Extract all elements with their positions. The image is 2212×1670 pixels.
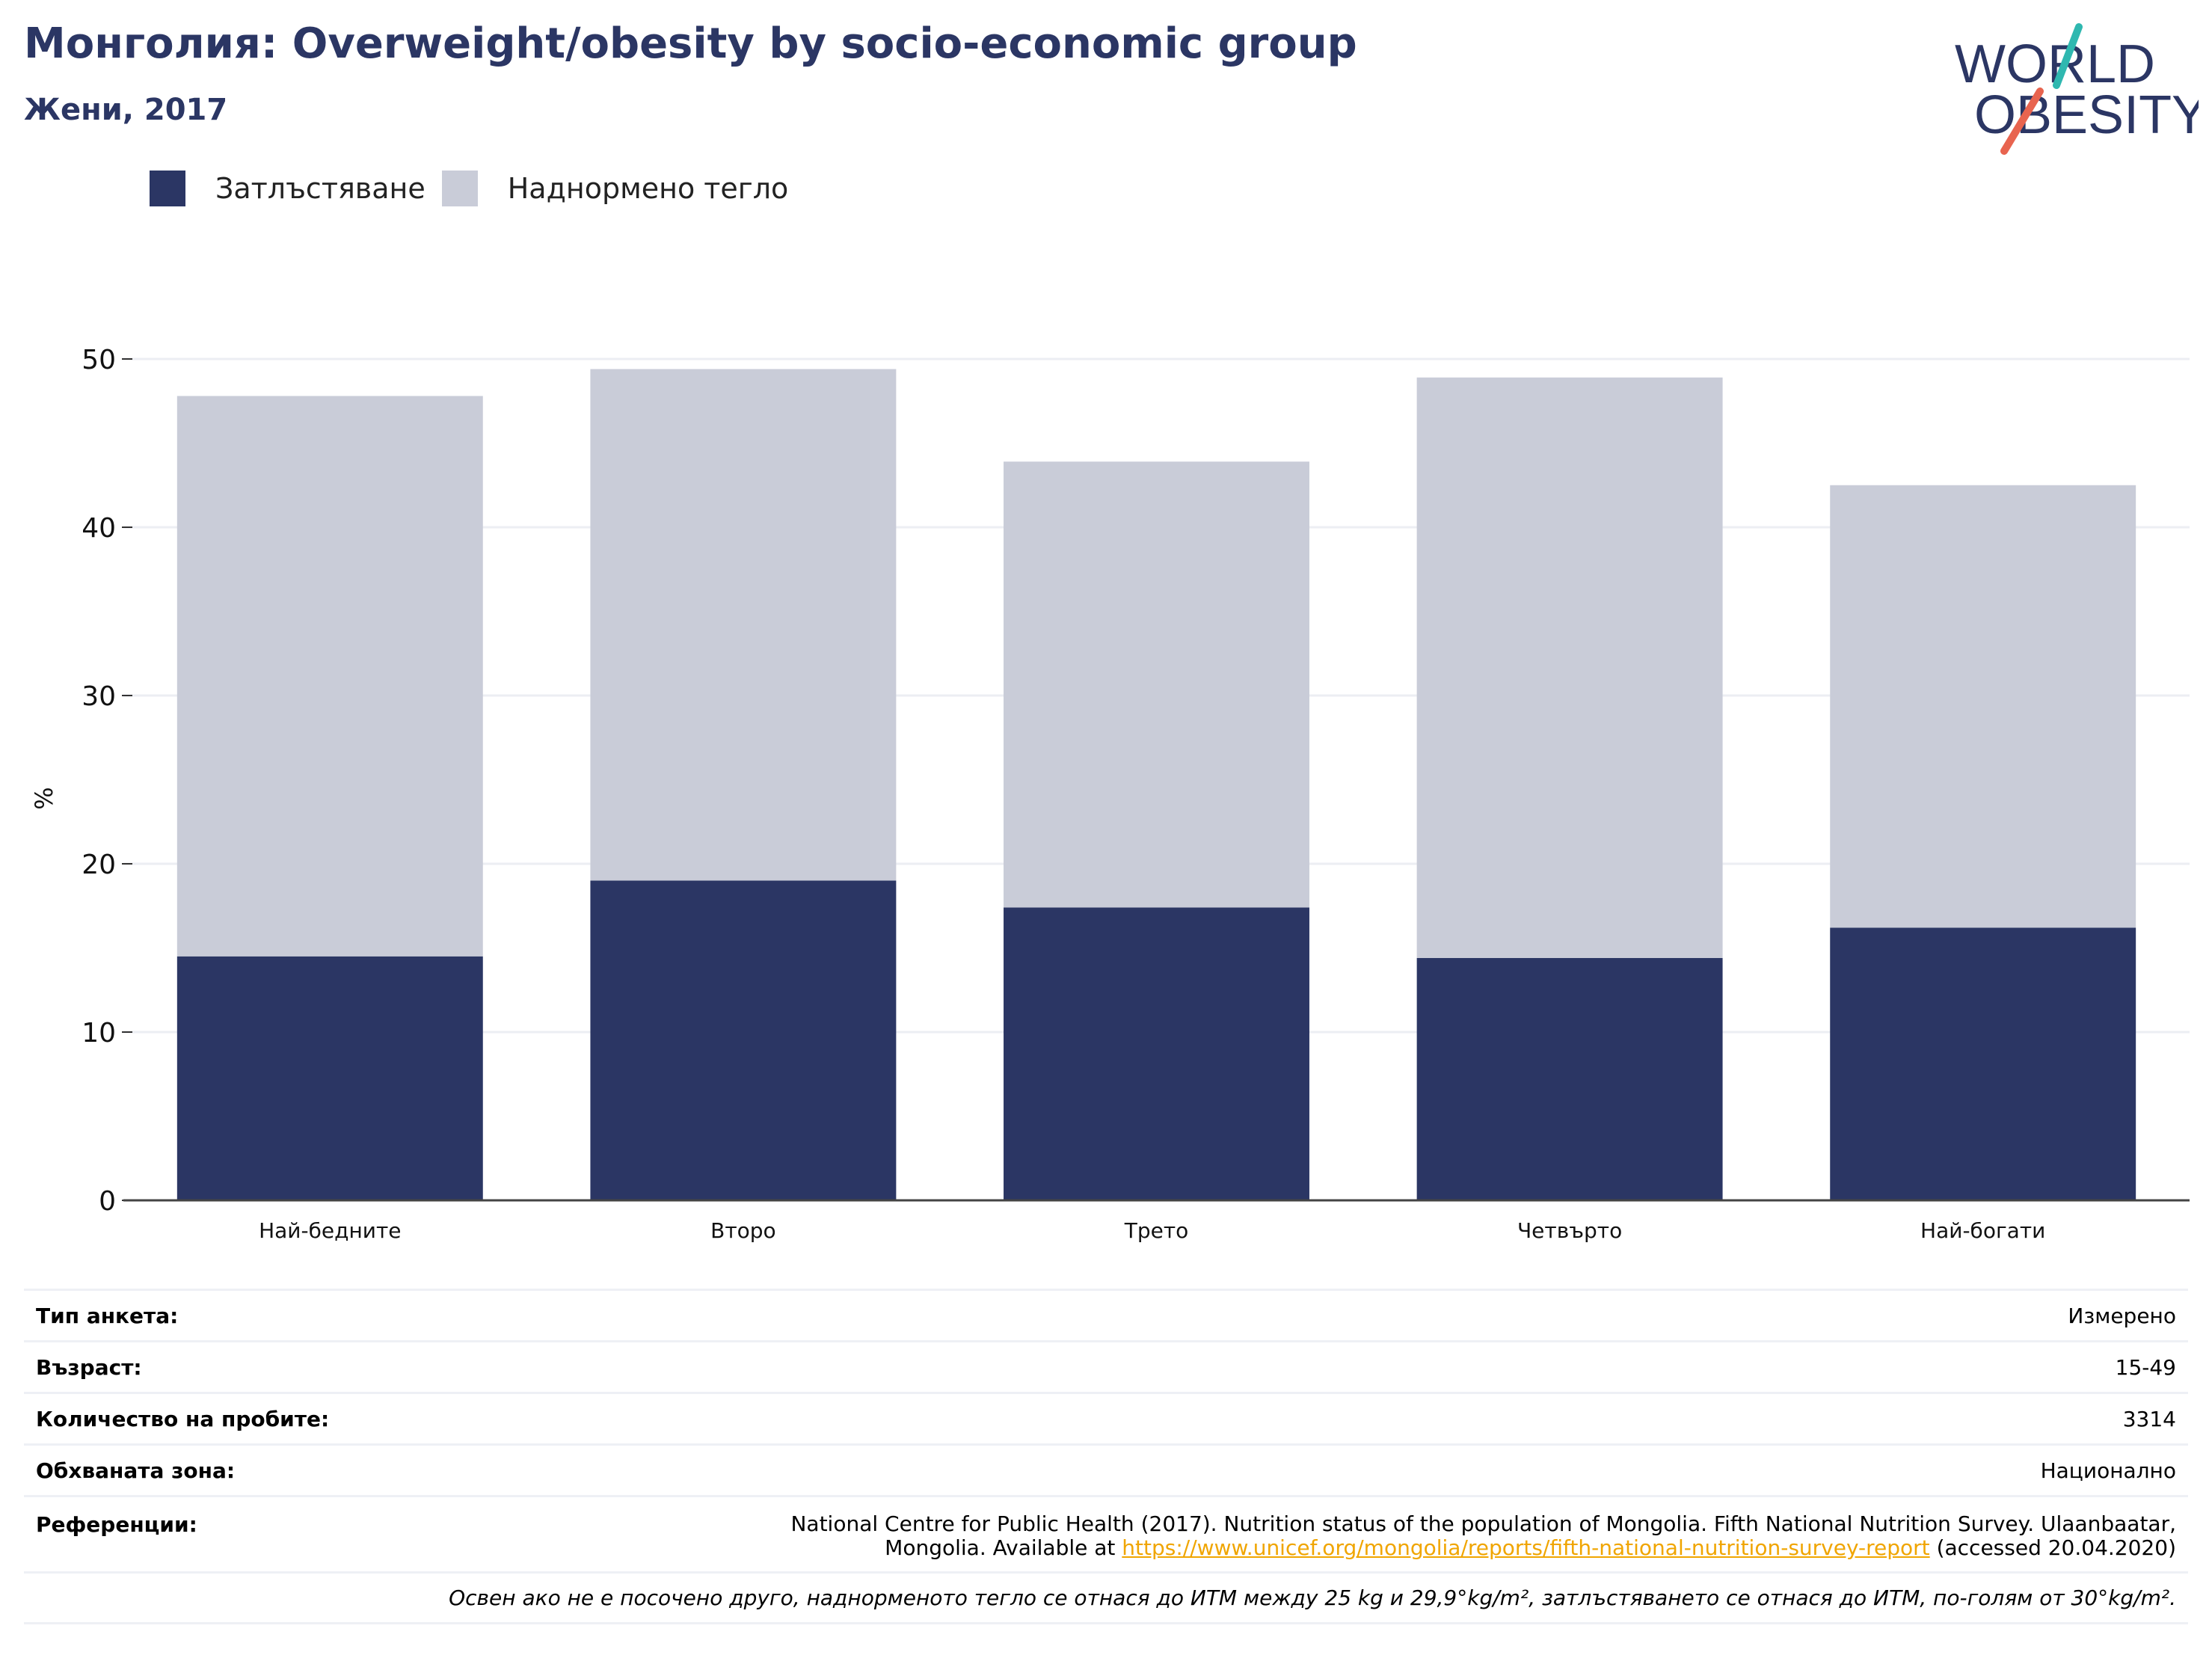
- bar-overweight: [1830, 485, 2136, 928]
- x-tick-label: Трето: [1124, 1218, 1189, 1243]
- references-value: National Centre for Public Health (2017)…: [790, 1512, 2176, 1560]
- legend-label-obesity: Затлъстяване: [215, 172, 425, 205]
- legend-label-overweight: Наднормено тегло: [507, 172, 789, 205]
- info-row-area: Обхваната зона: Национално: [24, 1443, 2188, 1495]
- bar-overweight: [590, 369, 897, 881]
- chart-subtitle: Жени, 2017: [24, 93, 228, 127]
- area-label: Обхваната зона:: [36, 1458, 236, 1483]
- bar-obesity: [1830, 927, 2136, 1200]
- info-row-sample: Количество на пробите: 3314: [24, 1392, 2188, 1443]
- y-tick-label: 40: [82, 513, 116, 544]
- y-tick-label: 10: [82, 1018, 116, 1049]
- bar-overweight: [1004, 461, 1309, 908]
- bar-overweight: [1416, 377, 1723, 958]
- info-row-survey-type: Тип анкета: Измерено: [24, 1289, 2188, 1340]
- world-obesity-logo: WORLD OBESITY: [1955, 23, 2199, 155]
- info-row-age: Възраст: 15-49: [24, 1340, 2188, 1392]
- reference-line-1: National Centre for Public Health (2017)…: [790, 1511, 2176, 1536]
- definition-note: Освен ако не е посочено друго, наднормен…: [449, 1585, 2176, 1610]
- chart-title: Монголия: Overweight/obesity by socio-ec…: [24, 19, 1357, 68]
- y-tick-label: 20: [82, 850, 116, 880]
- x-tick-label: Второ: [710, 1218, 776, 1243]
- reference-line-2: Mongolia. Available at https://www.unice…: [790, 1536, 2176, 1560]
- sample-label: Количество на пробите:: [36, 1406, 330, 1431]
- logo-text-obesity: OBESITY: [1974, 85, 2199, 145]
- survey-type-label: Тип анкета:: [36, 1303, 179, 1328]
- reference-line-2-post: (accessed 20.04.2020): [1929, 1535, 2176, 1560]
- bar-chart: 0 10 20 30 40 50% Най-бедните Второ Трето Четвърт…: [30, 345, 2190, 1243]
- info-row-references: Референции: National Centre for Public H…: [24, 1495, 2188, 1571]
- bar-obesity: [1004, 907, 1309, 1200]
- x-tick-label: Четвърто: [1517, 1218, 1622, 1243]
- survey-type-value: Измерено: [2068, 1303, 2176, 1328]
- legend-item-overweight[interactable]: Наднормено тегло: [441, 171, 789, 206]
- legend: Затлъстяване Наднормено тегло: [150, 171, 805, 206]
- logo-slash-teal: [2053, 23, 2083, 89]
- sample-value: 3314: [2122, 1406, 2176, 1431]
- reference-link[interactable]: https://www.unicef.org/mongolia/reports/…: [1122, 1535, 1930, 1560]
- bar-obesity: [176, 956, 483, 1200]
- y-tick-label: 50: [82, 345, 116, 375]
- bar-overweight: [176, 396, 483, 957]
- area-value: Национално: [2040, 1458, 2176, 1483]
- info-table: Тип анкета: Измерено Възраст: 15-49 Коли…: [24, 1289, 2188, 1624]
- y-tick-label: 0: [99, 1186, 116, 1217]
- legend-swatch-overweight: [441, 171, 478, 206]
- bar-obesity: [590, 880, 897, 1200]
- bar-obesity: [1416, 958, 1723, 1200]
- legend-item-obesity[interactable]: Затлъстяване: [150, 171, 425, 206]
- info-row-note: Освен ако не е посочено друго, наднормен…: [24, 1571, 2188, 1624]
- references-label: Референции:: [36, 1512, 197, 1537]
- x-tick-label: Най-богати: [1920, 1218, 2045, 1243]
- legend-swatch-obesity: [150, 171, 185, 206]
- y-tick-label: 30: [82, 681, 116, 712]
- x-tick-label: Най-бедните: [259, 1218, 401, 1243]
- y-axis-label: %: [30, 787, 58, 809]
- logo-slash-red: [2000, 88, 2044, 155]
- age-label: Възраст:: [36, 1354, 142, 1380]
- reference-line-2-pre: Mongolia. Available at: [885, 1535, 1122, 1560]
- age-value: 15-49: [2115, 1354, 2176, 1380]
